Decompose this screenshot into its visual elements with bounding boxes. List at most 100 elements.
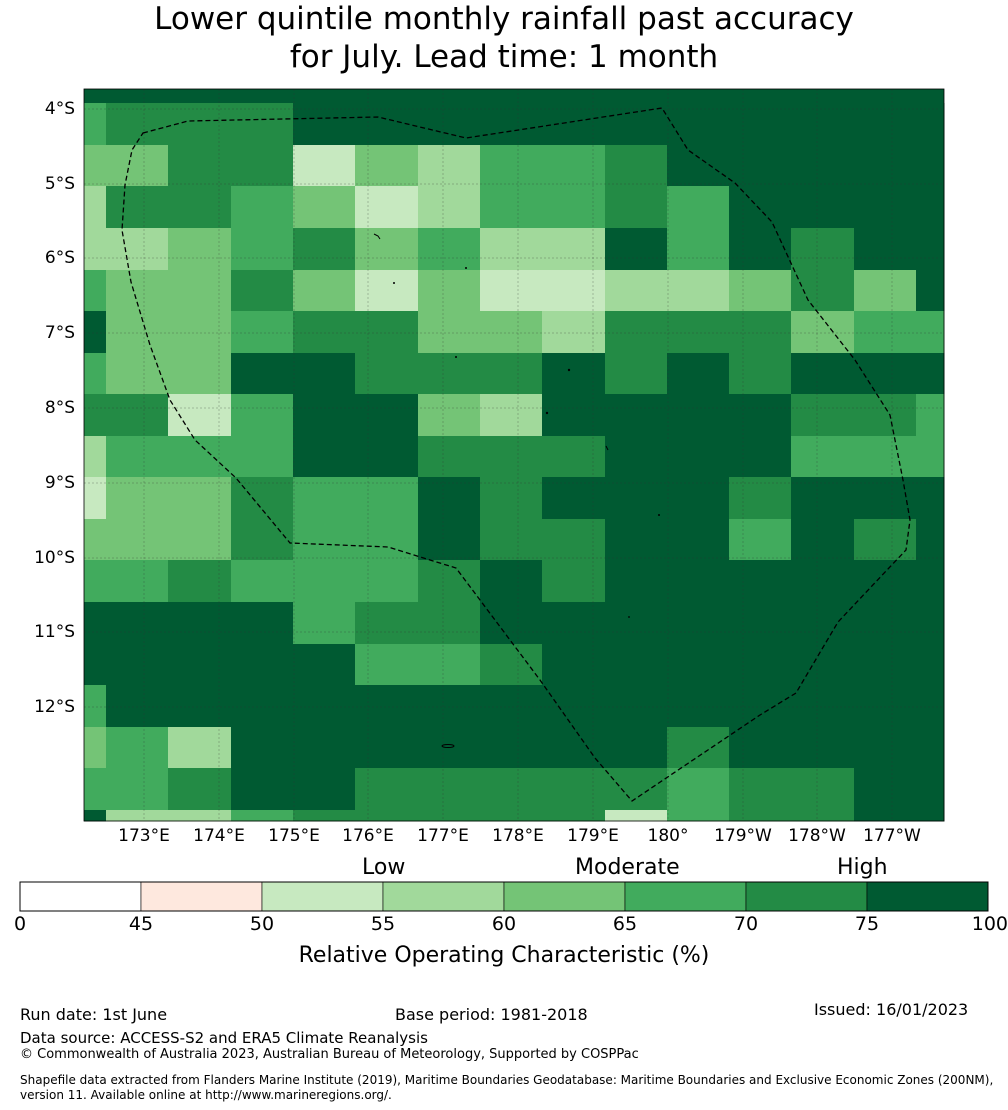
map-cell bbox=[480, 560, 543, 603]
map-cell bbox=[916, 685, 945, 728]
map-cell bbox=[293, 394, 356, 437]
base-period: Base period: 1981-2018 bbox=[395, 1005, 588, 1024]
colorbar-category-moderate: Moderate bbox=[575, 855, 680, 880]
map-cell bbox=[542, 436, 606, 478]
map-cell bbox=[168, 353, 232, 395]
colorbar-swatch bbox=[140, 881, 263, 912]
map-cell bbox=[916, 228, 945, 271]
map-cell bbox=[231, 768, 294, 811]
colorbar-tick: 55 bbox=[370, 913, 396, 935]
map-cell bbox=[231, 394, 294, 437]
issued-date: Issued: 16/01/2023 bbox=[814, 1000, 969, 1019]
map-cell bbox=[480, 103, 543, 146]
map-cell bbox=[418, 394, 481, 437]
lon-label: 178°E bbox=[492, 826, 544, 846]
map-cell bbox=[418, 477, 481, 520]
map-cell bbox=[231, 560, 294, 603]
map-cell bbox=[916, 602, 945, 645]
map-cell bbox=[854, 477, 917, 520]
map-cell bbox=[418, 519, 481, 561]
island bbox=[455, 356, 457, 358]
map-cell bbox=[667, 228, 730, 271]
map-cell bbox=[605, 477, 668, 520]
map-cell bbox=[293, 519, 356, 561]
colorbar-tick: 50 bbox=[249, 913, 275, 935]
map-cell bbox=[667, 685, 730, 728]
map-cell bbox=[605, 519, 668, 561]
data-source: Data source: ACCESS-S2 and ERA5 Climate … bbox=[20, 1029, 428, 1047]
lon-label: 180° bbox=[647, 826, 689, 846]
shapefile-credit-line-2: version 11. Available online at http://w… bbox=[20, 1088, 392, 1102]
map-cell bbox=[729, 602, 792, 645]
map-cell bbox=[84, 311, 107, 354]
map-cell bbox=[542, 186, 606, 229]
map-cell bbox=[605, 436, 668, 478]
map-cell bbox=[480, 768, 543, 811]
map-cell bbox=[84, 228, 107, 271]
map-cell bbox=[605, 228, 668, 271]
map-cell bbox=[418, 270, 481, 312]
map-cell bbox=[791, 353, 855, 395]
map-cell bbox=[293, 477, 356, 520]
map-cell bbox=[293, 186, 356, 229]
map-cell bbox=[667, 270, 730, 312]
map-cell bbox=[791, 145, 855, 187]
copyright: © Commonwealth of Australia 2023, Austra… bbox=[20, 1047, 639, 1062]
map-cell bbox=[916, 353, 945, 395]
lat-label: 7°S bbox=[44, 323, 75, 343]
map-cell bbox=[231, 644, 294, 686]
map-cell bbox=[106, 644, 169, 686]
map-cell bbox=[854, 186, 917, 229]
map-cell bbox=[916, 270, 945, 312]
map-cell bbox=[355, 353, 419, 395]
map-cell bbox=[854, 602, 917, 645]
map-cell bbox=[106, 602, 169, 645]
map-cell bbox=[293, 644, 356, 686]
map-cell bbox=[480, 394, 543, 437]
island bbox=[545, 411, 549, 415]
map-cell bbox=[605, 644, 668, 686]
map-cell bbox=[480, 644, 543, 686]
map-cell bbox=[667, 477, 730, 520]
map-cell bbox=[293, 145, 356, 187]
map-cell bbox=[542, 311, 606, 354]
map-cell bbox=[84, 685, 107, 728]
map-cell bbox=[791, 477, 855, 520]
map-cell bbox=[729, 394, 792, 437]
map-cell bbox=[168, 394, 232, 437]
map-cell bbox=[480, 270, 543, 312]
map-cell bbox=[293, 810, 356, 822]
map-cell bbox=[791, 186, 855, 229]
map-cell bbox=[84, 644, 107, 686]
lat-label: 8°S bbox=[44, 398, 75, 418]
map-cell bbox=[355, 685, 419, 728]
map-cell bbox=[854, 810, 917, 822]
map-cell bbox=[231, 602, 294, 645]
map-cell bbox=[605, 810, 668, 822]
map-cell bbox=[355, 228, 419, 271]
map-cell bbox=[168, 228, 232, 271]
lon-label: 177°W bbox=[863, 826, 921, 846]
map-cell bbox=[542, 727, 606, 769]
map-cell bbox=[854, 103, 917, 146]
map-cell bbox=[791, 228, 855, 271]
map-cell bbox=[729, 560, 792, 603]
map-cell bbox=[355, 311, 419, 354]
map-cell bbox=[355, 394, 419, 437]
map-cell bbox=[355, 186, 419, 229]
map-cell bbox=[729, 685, 792, 728]
map-cell bbox=[667, 810, 730, 822]
map-cell bbox=[355, 810, 419, 822]
map-cell bbox=[106, 727, 169, 769]
map-cell bbox=[106, 103, 169, 146]
map-cell bbox=[729, 186, 792, 229]
map-cell bbox=[106, 436, 169, 478]
map-cell bbox=[168, 186, 232, 229]
map-cell bbox=[605, 145, 668, 187]
map-cell bbox=[729, 103, 792, 146]
colorbar-tick: 45 bbox=[128, 913, 154, 935]
map-cell bbox=[168, 644, 232, 686]
map-cell bbox=[84, 186, 107, 229]
map-cell bbox=[418, 353, 481, 395]
map-cell bbox=[605, 685, 668, 728]
